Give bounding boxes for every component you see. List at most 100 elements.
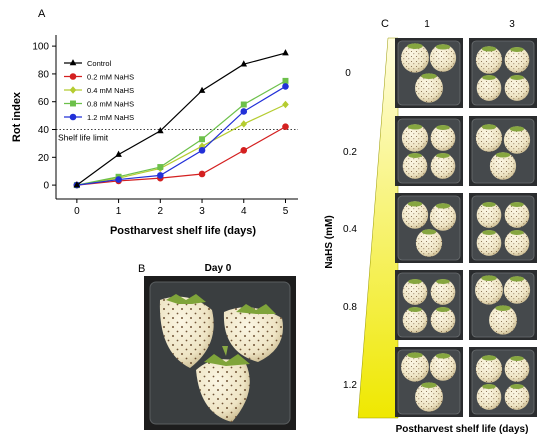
berry-calyx (495, 305, 511, 311)
data-point-2-4 (240, 120, 248, 128)
berry-calyx (436, 307, 450, 313)
berry-calyx (435, 353, 451, 359)
berry-seeds (503, 276, 531, 304)
photo-r1-c1 (469, 116, 537, 186)
berry-calyx (510, 75, 524, 81)
photo-r1-c0 (395, 116, 463, 186)
data-point-1-4 (240, 147, 248, 154)
data-point-0-1 (115, 150, 122, 157)
photo-r3-c1 (469, 270, 537, 340)
data-point-1-5 (282, 123, 289, 131)
series-line-3 (76, 80, 286, 186)
legend-marker-2 (69, 86, 77, 94)
berry-calyx (482, 75, 496, 81)
berry-seeds (429, 44, 457, 72)
data-point-0-5 (282, 49, 289, 56)
legend-marker-1 (69, 73, 77, 80)
berry-calyx (421, 229, 437, 235)
berry-calyx (421, 382, 437, 388)
data-point-3-3 (199, 136, 206, 143)
berry-calyx (407, 201, 423, 207)
data-point-3-4 (240, 101, 247, 108)
berry-calyx (436, 279, 450, 285)
data-point-3-5 (282, 77, 289, 84)
berry-seeds (430, 279, 456, 305)
x-tick-label: 5 (283, 206, 289, 217)
data-point-1-3 (198, 170, 206, 178)
x-tick-label: 2 (158, 206, 164, 217)
panel-c-xlabel: Postharvest shelf life (days) (396, 424, 529, 435)
berry-calyx (481, 275, 497, 281)
series-line-1 (76, 126, 286, 186)
y-tick-label: 40 (38, 125, 50, 136)
berry-seeds (415, 229, 443, 257)
panel-c-label: C (381, 18, 389, 30)
berry-front (196, 346, 250, 422)
berry-calyx (407, 43, 423, 49)
data-point-4-3 (198, 147, 206, 154)
row-label-0.4: 0.4 (343, 224, 357, 235)
data-point-0-3 (198, 86, 206, 93)
berry-seeds (401, 201, 429, 229)
berry-calyx (421, 73, 437, 79)
photo-r0-c1 (469, 38, 537, 108)
berry-calyx (436, 153, 450, 159)
berry-calyx (510, 202, 524, 208)
berry-seeds (489, 305, 517, 335)
berry-left (159, 294, 214, 368)
x-tick-label: 4 (241, 206, 247, 217)
berry-seeds (476, 230, 502, 256)
berry-seeds (504, 384, 530, 410)
berry-calyx (509, 126, 525, 132)
berry-calyx (408, 153, 422, 159)
berry-seeds (476, 384, 502, 410)
col-label-day1: 1 (424, 19, 430, 30)
x-tick-label: 1 (116, 206, 122, 217)
berry-calyx (407, 352, 423, 358)
row-label-0: 0 (345, 68, 351, 79)
data-point-2-5 (282, 100, 289, 109)
photo-grid (395, 38, 537, 417)
berry-seeds (475, 355, 503, 383)
photo-r4-c1 (469, 347, 537, 417)
x-tick-label: 0 (74, 206, 80, 217)
photo-r4-c0 (395, 347, 463, 417)
legend-label-3: 0.8 mM NaHS (87, 99, 134, 108)
berry-calyx (481, 124, 497, 130)
y-tick-label: 0 (43, 181, 49, 192)
berry-seeds (430, 307, 456, 333)
berry-calyx (435, 44, 451, 50)
row-label-0.2: 0.2 (343, 147, 357, 158)
berry-seeds (402, 153, 428, 179)
data-point-0-4 (240, 60, 248, 67)
berry-seeds (429, 203, 457, 231)
row-label-1.2: 1.2 (343, 380, 357, 391)
berry-seeds (504, 356, 530, 382)
berry-calyx (482, 230, 496, 236)
berry-calyx (510, 384, 524, 390)
berry-seeds (401, 124, 429, 152)
legend-label-2: 0.4 mM NaHS (87, 86, 134, 95)
photo-r3-c0 (395, 270, 463, 340)
x-axis-title: Postharvest shelf life (days) (110, 225, 256, 237)
y-tick-label: 60 (38, 97, 50, 108)
berry-right (223, 304, 283, 362)
berry-calyx (482, 384, 496, 390)
berry-seeds (415, 73, 443, 103)
legend-label-0: Control (87, 59, 112, 68)
data-point-4-2 (157, 172, 164, 179)
berry-calyx (495, 152, 511, 158)
y-tick-label: 20 (38, 153, 50, 164)
rot-index-chart: 0 20 40 60 80 100 0 1 2 3 4 5 Postharvest shelf life… (11, 35, 298, 237)
berry-calyx (407, 124, 423, 130)
photo-r2-c1 (469, 193, 537, 263)
berry-seeds (504, 202, 530, 228)
berry-seeds (475, 124, 503, 152)
berry-seeds (402, 307, 428, 333)
panel-a-label: A (38, 8, 46, 20)
day0-title: Day 0 (205, 263, 232, 274)
berry-seeds (430, 153, 456, 179)
legend-label-4: 1.2 mM NaHS (87, 113, 134, 122)
legend-marker-4 (69, 113, 77, 121)
